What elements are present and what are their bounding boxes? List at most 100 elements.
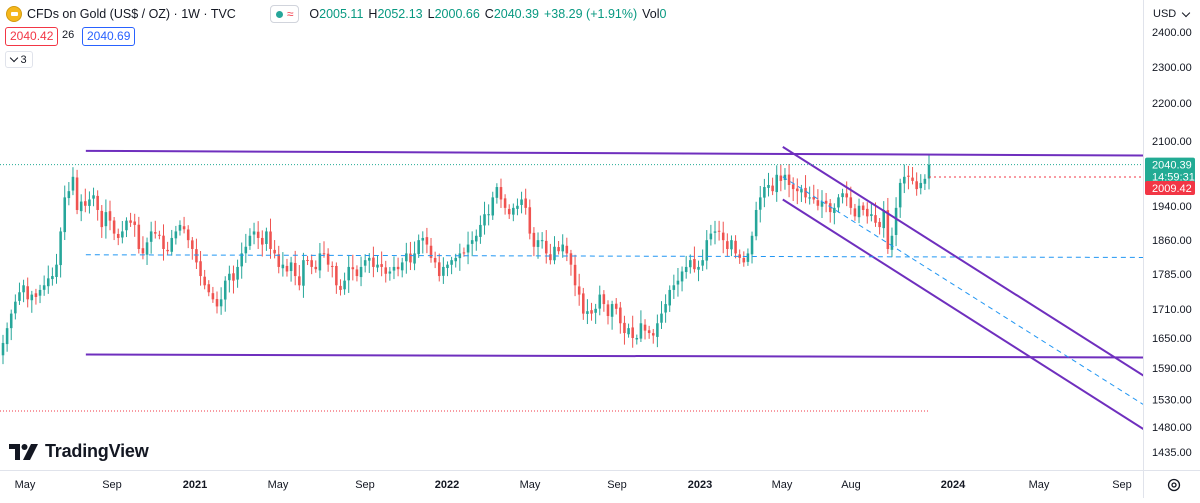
candle-body[interactable] <box>693 259 696 270</box>
candle-body[interactable] <box>549 254 552 261</box>
candle-body[interactable] <box>689 260 692 268</box>
candle-body[interactable] <box>804 187 807 198</box>
candle-body[interactable] <box>886 210 890 249</box>
settings-button[interactable] <box>1165 476 1183 494</box>
candle-body[interactable] <box>392 266 396 271</box>
candle-body[interactable] <box>520 199 523 205</box>
candle-body[interactable] <box>314 266 318 270</box>
candle-body[interactable] <box>162 235 165 249</box>
candle-body[interactable] <box>326 253 330 265</box>
candle-body[interactable] <box>503 198 507 208</box>
candle-body[interactable] <box>442 266 445 276</box>
buy-price-button[interactable]: 2040.69 <box>82 27 136 46</box>
candle-body[interactable] <box>384 267 388 274</box>
candle-body[interactable] <box>684 266 688 273</box>
candle-body[interactable] <box>771 185 774 192</box>
candle-body[interactable] <box>405 253 408 262</box>
candle-body[interactable] <box>38 289 42 296</box>
candle-body[interactable] <box>705 240 709 261</box>
candle-body[interactable] <box>261 237 264 245</box>
candle-body[interactable] <box>63 197 67 233</box>
candle-body[interactable] <box>51 276 54 280</box>
candle-body[interactable] <box>487 214 490 216</box>
symbol-legend[interactable]: CFDs on Gold (US$ / OZ) · 1W · TVC ≈ O20… <box>6 5 666 23</box>
candle-body[interactable] <box>421 237 425 241</box>
candle-body[interactable] <box>573 264 577 286</box>
candle-body[interactable] <box>433 257 437 263</box>
candle-body[interactable] <box>277 254 281 267</box>
candle-body[interactable] <box>285 265 289 272</box>
candle-body[interactable] <box>853 208 857 217</box>
candle-body[interactable] <box>796 188 799 192</box>
candle-body[interactable] <box>30 294 34 301</box>
candle-body[interactable] <box>495 187 499 198</box>
candle-body[interactable] <box>182 226 186 230</box>
candle-body[interactable] <box>680 271 684 282</box>
candle-body[interactable] <box>516 205 519 209</box>
candle-body[interactable] <box>606 304 610 317</box>
candle-body[interactable] <box>166 249 169 252</box>
candle-body[interactable] <box>742 257 746 263</box>
candle-body[interactable] <box>59 231 62 266</box>
candle-body[interactable] <box>544 240 548 254</box>
candle-body[interactable] <box>55 264 58 278</box>
candle-body[interactable] <box>512 207 515 215</box>
candle-body[interactable] <box>207 284 211 293</box>
candle-body[interactable] <box>409 253 412 263</box>
candle-body[interactable] <box>191 240 194 249</box>
candle-body[interactable] <box>269 231 272 249</box>
candle-body[interactable] <box>141 248 145 254</box>
candle-body[interactable] <box>228 273 231 281</box>
candle-body[interactable] <box>112 220 116 234</box>
candle-body[interactable] <box>347 266 350 281</box>
candle-body[interactable] <box>400 262 404 271</box>
candle-body[interactable] <box>293 262 297 277</box>
trendline-2[interactable] <box>782 146 1144 377</box>
candle-body[interactable] <box>898 182 902 208</box>
candle-body[interactable] <box>668 289 671 306</box>
candle-body[interactable] <box>281 264 285 269</box>
candle-body[interactable] <box>92 195 95 199</box>
candle-body[interactable] <box>586 311 589 314</box>
candle-body[interactable] <box>656 323 659 337</box>
candle-body[interactable] <box>396 266 400 270</box>
candle-body[interactable] <box>528 207 532 234</box>
candle-body[interactable] <box>67 191 71 199</box>
candle-body[interactable] <box>734 240 737 254</box>
candle-body[interactable] <box>507 208 511 215</box>
candle-body[interactable] <box>561 244 564 252</box>
candle-body[interactable] <box>878 221 881 228</box>
candle-body[interactable] <box>158 234 161 236</box>
time-axis[interactable]: May Sep 2021 May Sep 2022 May Sep 2023 May Aug 2024… <box>15 479 1132 491</box>
candle-body[interactable] <box>874 215 877 223</box>
candle-body[interactable] <box>800 189 803 193</box>
candle-body[interactable] <box>129 220 132 223</box>
candle-body[interactable] <box>870 214 873 216</box>
candle-body[interactable] <box>824 200 828 204</box>
candle-body[interactable] <box>79 201 83 212</box>
candle-body[interactable] <box>697 266 700 270</box>
candle-body[interactable] <box>273 249 276 254</box>
candle-body[interactable] <box>71 176 75 191</box>
candle-body[interactable] <box>330 265 334 267</box>
candle-body[interactable] <box>750 235 754 255</box>
trendline-1[interactable] <box>85 353 1144 359</box>
candle-body[interactable] <box>787 174 791 185</box>
candle-body[interactable] <box>466 244 470 253</box>
candle-body[interactable] <box>355 269 359 277</box>
candle-body[interactable] <box>524 198 527 208</box>
candle-body[interactable] <box>627 328 630 335</box>
candle-body[interactable] <box>676 280 680 285</box>
candle-body[interactable] <box>186 229 190 241</box>
candle-body[interactable] <box>894 207 898 235</box>
candle-body[interactable] <box>717 230 721 232</box>
candle-body[interactable] <box>437 262 441 277</box>
candle-body[interactable] <box>1 342 5 356</box>
candle-body[interactable] <box>919 182 923 189</box>
candle-body[interactable] <box>450 260 453 265</box>
candle-body[interactable] <box>265 231 268 244</box>
candle-body[interactable] <box>907 175 910 177</box>
candle-body[interactable] <box>339 285 342 290</box>
